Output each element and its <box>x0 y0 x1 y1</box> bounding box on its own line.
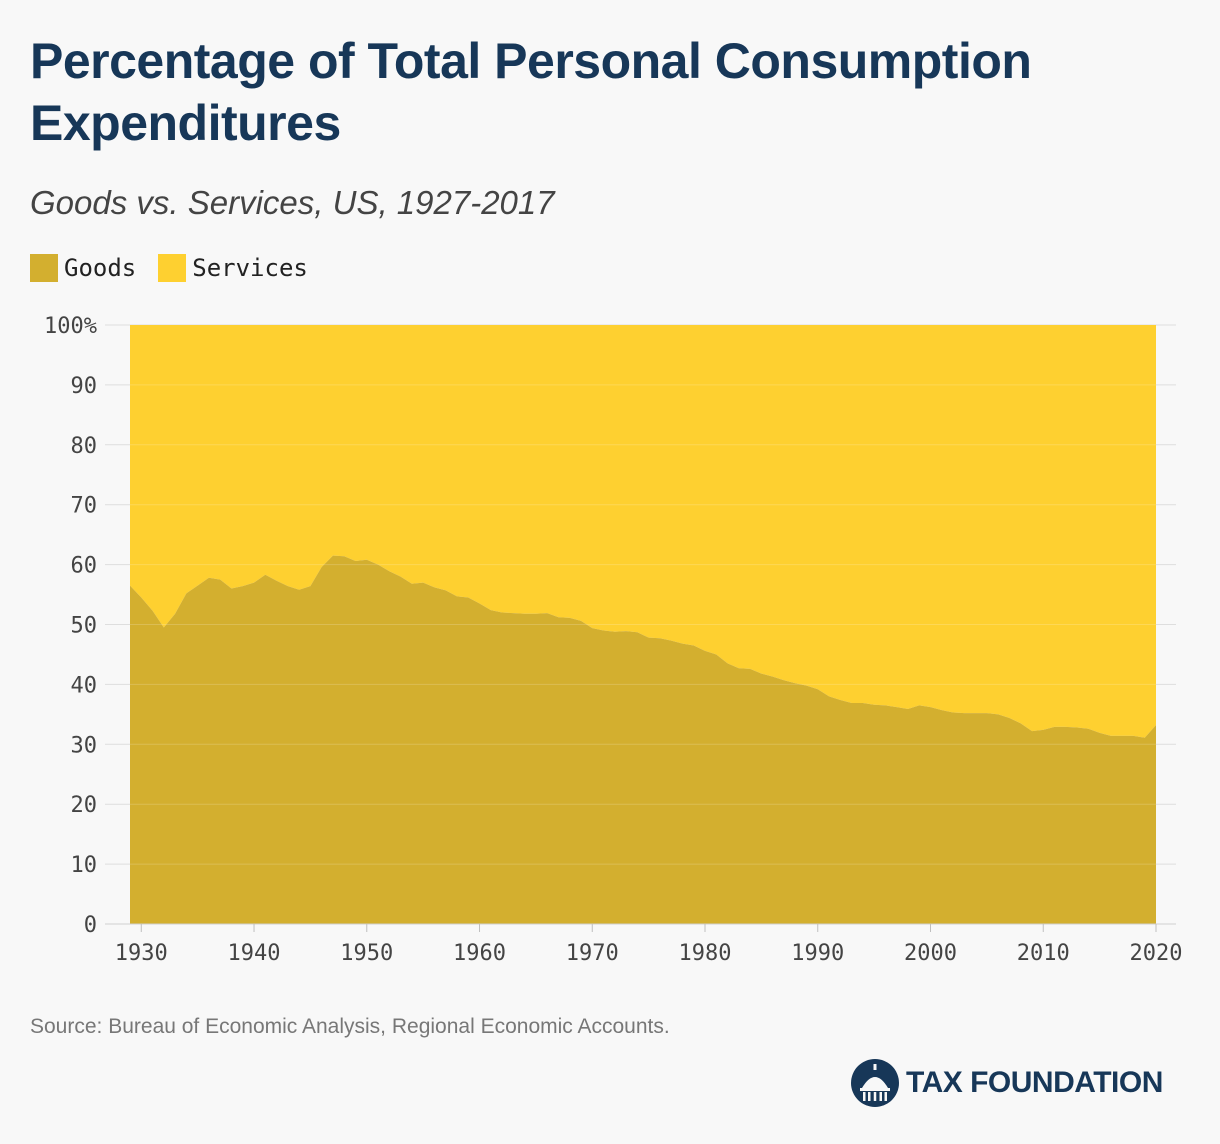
y-tick-label-20: 20 <box>71 793 98 818</box>
legend-swatch-services <box>158 254 187 282</box>
chart-areas <box>130 325 1156 924</box>
x-tick-label-1950: 1950 <box>340 941 393 966</box>
source-note: Source: Bureau of Economic Analysis, Reg… <box>30 1015 670 1038</box>
area-series-services <box>130 325 1156 738</box>
legend-item-services: Services <box>158 254 308 282</box>
y-tick-label-80: 80 <box>71 434 98 459</box>
y-tick-label-30: 30 <box>71 733 98 758</box>
y-tick-label-0: 0 <box>84 913 97 938</box>
y-tick-label-70: 70 <box>71 494 98 519</box>
x-tick-label-2010: 2010 <box>1017 941 1070 966</box>
x-tick-label-1980: 1980 <box>679 941 732 966</box>
x-tick-label-2020: 2020 <box>1130 941 1183 966</box>
legend-label-goods: Goods <box>64 254 137 282</box>
y-tick-label-100: 100% <box>44 314 97 339</box>
logo-text: TAX FOUNDATION <box>906 1066 1163 1099</box>
area-series-goods <box>130 555 1156 924</box>
axes: 0 10 20 30 40 50 60 70 80 90 100% 1930 1940 1950 1960 1… <box>44 314 1182 966</box>
y-tick-label-10: 10 <box>71 853 98 878</box>
y-tick-label-60: 60 <box>71 554 98 579</box>
x-tick-label-1970: 1970 <box>566 941 619 966</box>
legend: Goods Services <box>30 250 330 286</box>
legend-swatch-goods <box>30 254 58 282</box>
x-tick-label-1990: 1990 <box>791 941 844 966</box>
chart-subtitle: Goods vs. Services, US, 1927-2017 <box>30 184 555 221</box>
tax-foundation-logo: TAX FOUNDATION <box>850 1058 1163 1108</box>
capitol-dome-icon <box>851 1059 899 1107</box>
y-tick-label-90: 90 <box>71 374 98 399</box>
legend-item-goods: Goods <box>30 254 136 282</box>
x-tick-label-1940: 1940 <box>228 941 281 966</box>
x-tick-label-2000: 2000 <box>904 941 957 966</box>
x-tick-label-1930: 1930 <box>115 941 168 966</box>
x-tick-label-1960: 1960 <box>453 941 506 966</box>
y-tick-label-50: 50 <box>71 614 98 639</box>
legend-label-services: Services <box>192 254 308 282</box>
area-chart: 0 10 20 30 40 50 60 70 80 90 100% 1930 1940 1950 1960 1… <box>44 314 1182 966</box>
y-tick-label-40: 40 <box>71 673 98 698</box>
chart-title: Percentage of Total Personal Consumption… <box>30 33 1032 151</box>
